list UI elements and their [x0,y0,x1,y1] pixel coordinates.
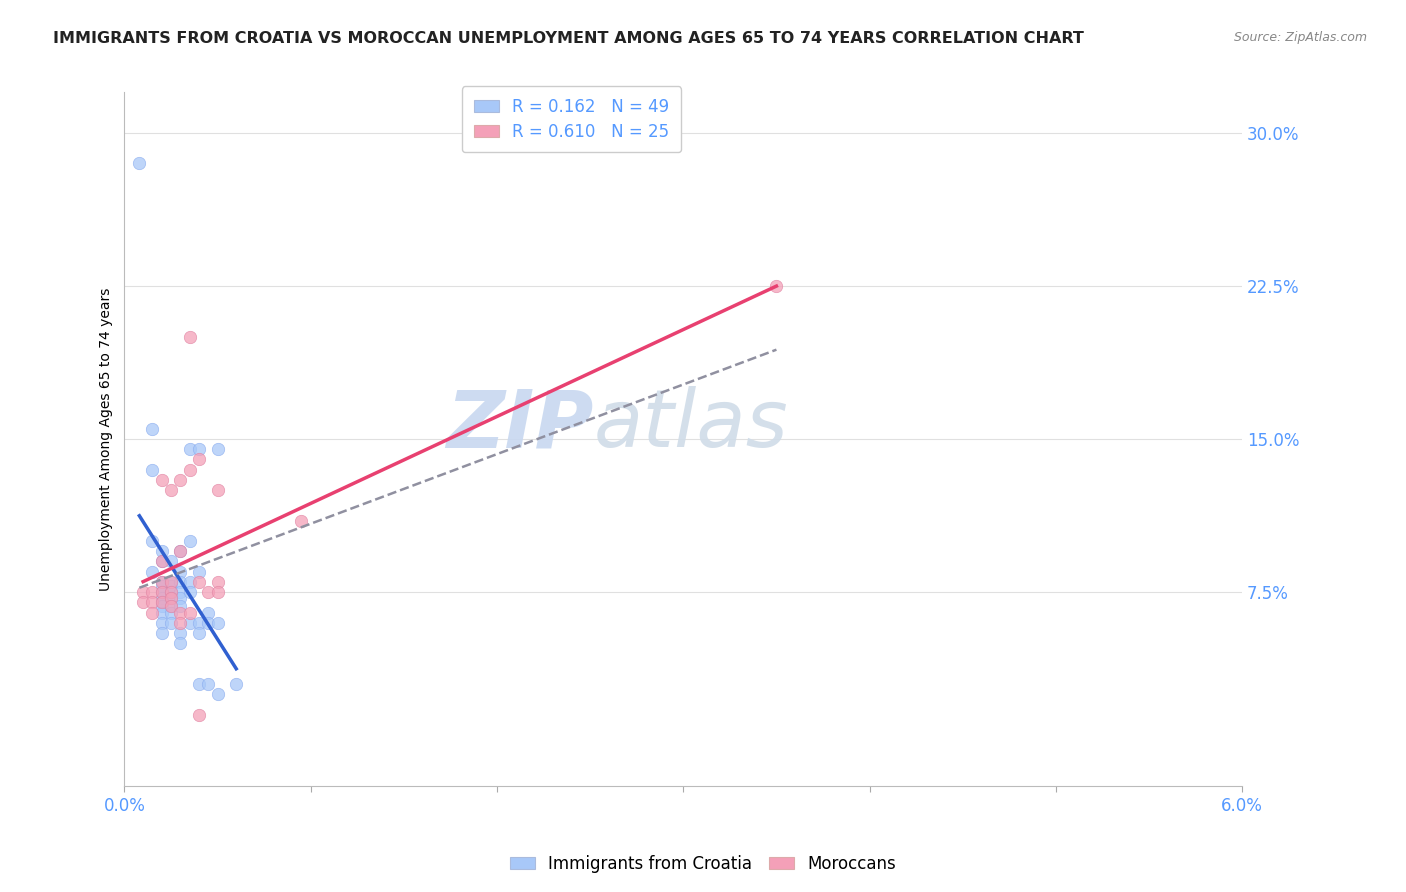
Point [188,452,211,467]
Point [160,574,183,589]
Text: IMMIGRANTS FROM CROATIA VS MOROCCAN UNEMPLOYMENT AMONG AGES 65 TO 74 YEARS CORRE: IMMIGRANTS FROM CROATIA VS MOROCCAN UNEM… [53,31,1084,46]
Point [179,585,201,599]
Point [150,599,173,614]
Point [150,574,173,589]
Point [141,462,163,476]
Point [179,330,201,344]
Point [188,677,211,691]
Point [150,544,173,558]
Point [160,483,183,497]
Point [169,544,191,558]
Point [150,591,173,606]
Point [169,626,191,640]
Point [169,574,191,589]
Point [160,599,183,614]
Point [160,579,183,593]
Point [188,565,211,579]
Point [160,591,183,606]
Point [150,554,173,568]
Point [207,585,229,599]
Point [160,606,183,620]
Point [179,442,201,457]
Point [169,565,191,579]
Point [197,606,219,620]
Point [150,574,173,589]
Point [169,636,191,650]
Point [150,585,173,599]
Point [150,606,173,620]
Point [188,442,211,457]
Point [197,615,219,630]
Legend: R = 0.162   N = 49, R = 0.610   N = 25: R = 0.162 N = 49, R = 0.610 N = 25 [463,87,681,153]
Point [197,677,219,691]
Point [225,677,247,691]
Point [290,514,312,528]
Point [179,462,201,476]
Point [188,615,211,630]
Point [169,606,191,620]
Point [150,473,173,487]
Point [160,585,183,599]
Point [207,574,229,589]
Point [765,278,787,293]
Point [207,483,229,497]
Point [169,615,191,630]
Point [207,615,229,630]
Point [150,595,173,609]
Point [169,599,191,614]
Point [169,591,191,606]
Point [188,574,211,589]
Point [141,606,163,620]
Point [141,565,163,579]
Point [197,585,219,599]
Point [169,585,191,599]
Point [160,574,183,589]
Point [141,422,163,436]
Point [150,579,173,593]
Point [160,585,183,599]
Point [132,595,155,609]
Point [188,707,211,722]
Point [207,442,229,457]
Point [160,615,183,630]
Legend: Immigrants from Croatia, Moroccans: Immigrants from Croatia, Moroccans [503,848,903,880]
Point [150,615,173,630]
Point [160,599,183,614]
Point [141,585,163,599]
Point [179,615,201,630]
Point [132,585,155,599]
Point [150,554,173,568]
Point [179,574,201,589]
Point [141,534,163,549]
Point [169,544,191,558]
Point [150,626,173,640]
Point [207,687,229,701]
Point [160,554,183,568]
Point [141,595,163,609]
Text: ZIP: ZIP [447,386,593,464]
Y-axis label: Unemployment Among Ages 65 to 74 years: Unemployment Among Ages 65 to 74 years [100,287,114,591]
Point [160,591,183,606]
Point [179,606,201,620]
Point [150,595,173,609]
Text: atlas: atlas [593,386,789,464]
Point [188,626,211,640]
Point [150,585,173,599]
Point [169,473,191,487]
Text: Source: ZipAtlas.com: Source: ZipAtlas.com [1233,31,1367,45]
Point [128,156,150,170]
Point [179,534,201,549]
